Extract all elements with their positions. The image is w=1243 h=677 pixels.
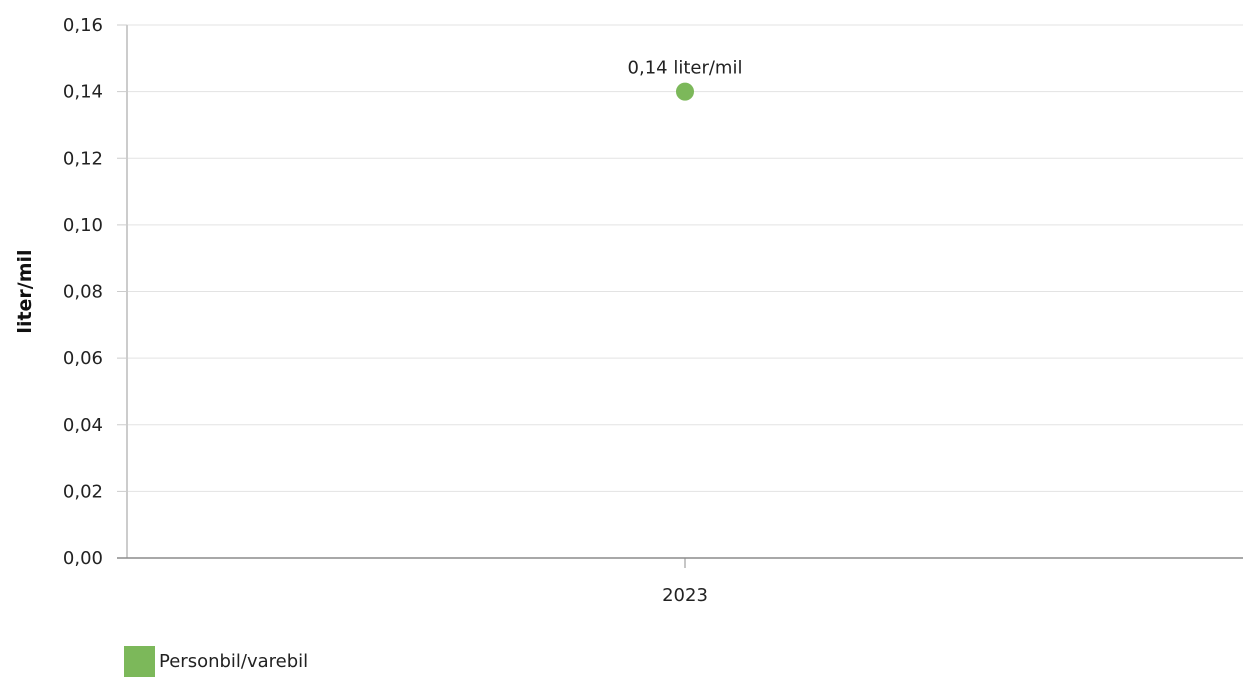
y-tick-label: 0,06: [63, 348, 103, 369]
legend-label: Personbil/varebil: [159, 651, 309, 672]
y-tick-label: 0,02: [63, 481, 103, 502]
chart-plot: 0,00 0,02 0,04 0,06 0,08 0,10 0,12 0,14 0,16 202…: [14, 15, 1243, 606]
x-axis-ticks: 2023: [662, 558, 708, 606]
y-tick-label: 0,04: [63, 415, 103, 436]
y-axis-ticks: 0,00 0,02 0,04 0,06 0,08 0,10 0,12 0,14 0,16: [63, 15, 127, 569]
y-tick-label: 0,14: [63, 82, 103, 103]
y-tick-label: 0,16: [63, 15, 103, 36]
y-tick-label: 0,10: [63, 215, 103, 236]
x-tick-label: 2023: [662, 585, 708, 606]
data-point: [676, 82, 694, 101]
y-tick-label: 0,12: [63, 148, 103, 169]
data-points: 0,14 liter/mil: [628, 58, 743, 101]
gridlines: [127, 24, 1243, 492]
axes: [117, 25, 1243, 559]
y-tick-label: 0,08: [63, 282, 103, 303]
y-tick-label: 0,00: [63, 548, 103, 569]
data-label: 0,14 liter/mil: [628, 58, 743, 79]
legend-swatch: [124, 646, 155, 677]
legend: Personbil/varebil: [124, 646, 308, 677]
y-axis-title: liter/mil: [14, 249, 36, 333]
